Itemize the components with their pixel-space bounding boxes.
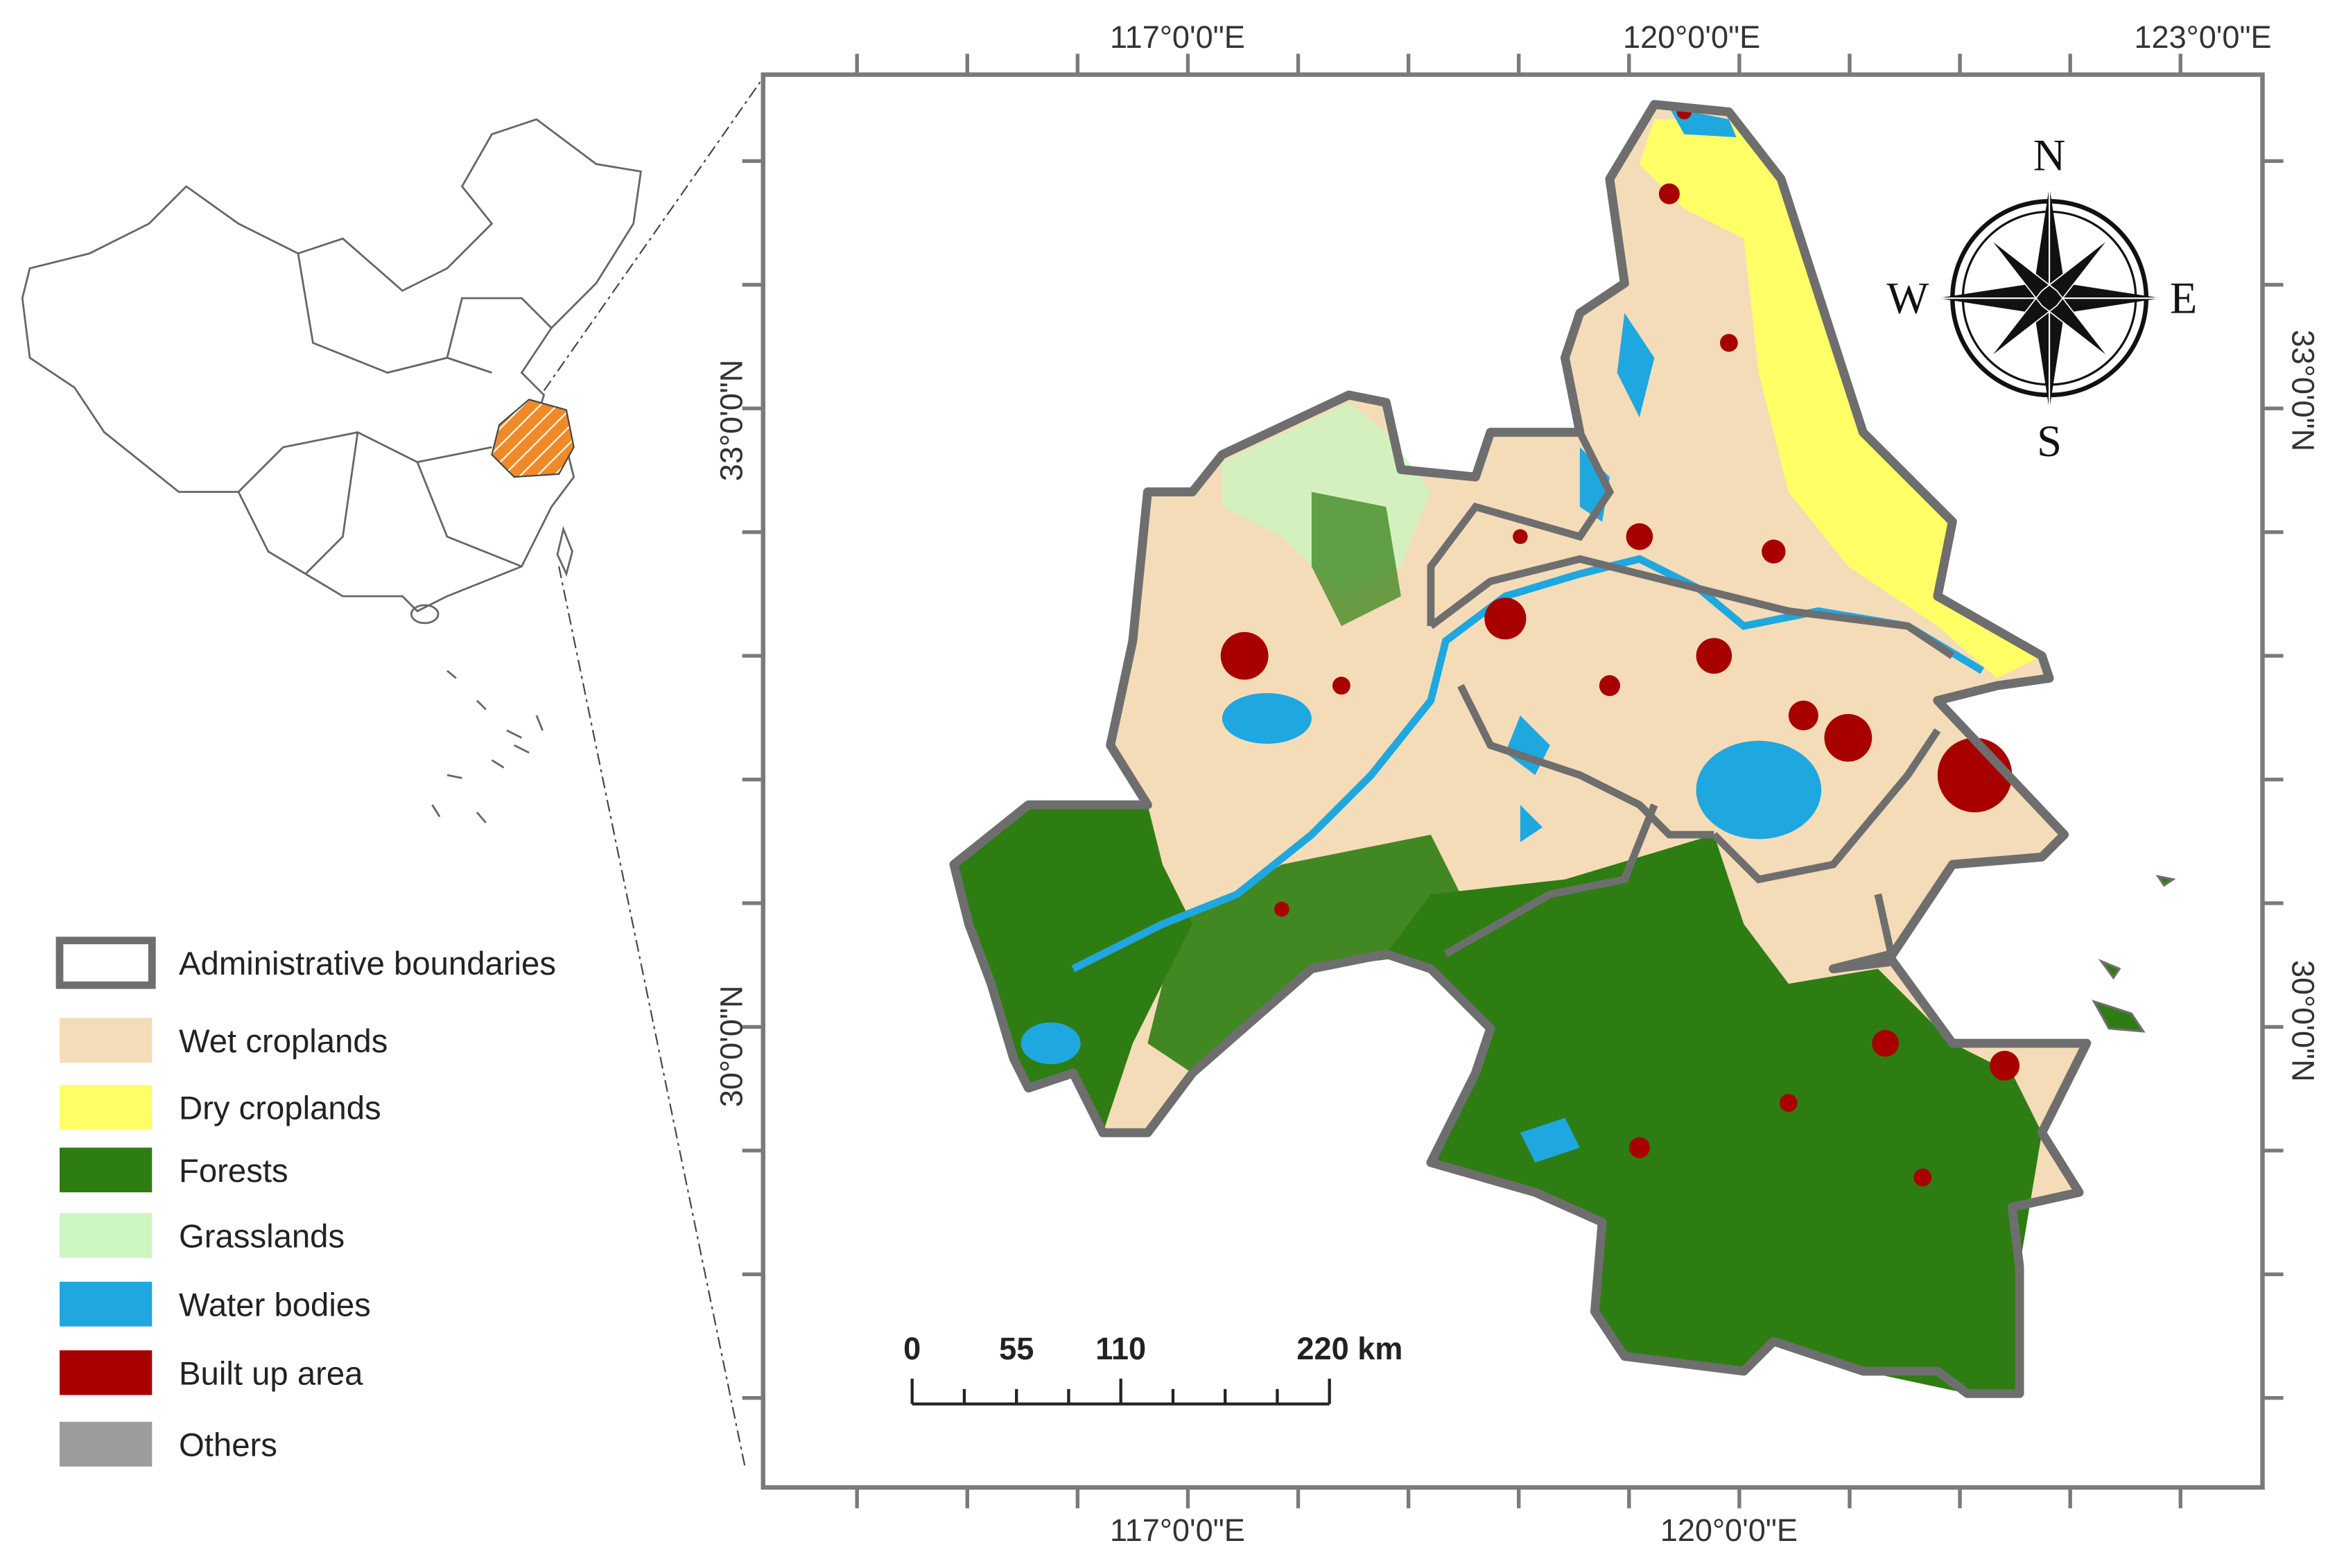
compass-w: W [1886, 274, 1929, 323]
built-up [1696, 638, 1732, 674]
built-up [1990, 1050, 2020, 1081]
zoom-lines [543, 81, 761, 1469]
lon-label: 123°0'0"E [2134, 19, 2271, 55]
built-up [1937, 738, 2013, 812]
forests [1147, 835, 1461, 1074]
lat-label: 33°0'0"N [714, 360, 749, 482]
frame-ticks [742, 53, 2284, 1508]
built-up [1626, 523, 1653, 550]
water [1222, 692, 1312, 744]
admin-outline [949, 100, 2092, 1398]
built-up [1719, 333, 1738, 352]
compass-rose: N W E S [1886, 130, 2197, 466]
legend: Administrative boundaries Wet croplands Dr… [55, 937, 556, 1467]
water [1020, 1022, 1081, 1065]
land-cover-map [949, 100, 2176, 1398]
scale-bar [910, 1378, 1331, 1406]
legend-label: Forests [179, 1153, 288, 1190]
legend-swatch [59, 1282, 153, 1327]
lon-label: 117°0'0"E [1110, 1513, 1245, 1548]
scale-label: 220 km [1296, 1331, 1402, 1366]
legend-label: Administrative boundaries [179, 946, 556, 982]
scale-label: 110 [1095, 1331, 1146, 1366]
legend-swatch [59, 1422, 153, 1467]
water [1696, 740, 1822, 839]
legend-swatch [59, 1018, 153, 1063]
built-up [1332, 677, 1350, 695]
legend-label: Wet croplands [179, 1023, 388, 1060]
built-up [1220, 631, 1269, 680]
built-up [1762, 539, 1786, 564]
admin-internal [1427, 430, 1955, 963]
scale-label: 0 [903, 1331, 921, 1366]
built-up [1628, 1137, 1650, 1158]
study-area-highlight [491, 399, 575, 478]
lon-label: 117°0'0"E [1110, 19, 1245, 55]
dry-croplands [1639, 119, 2042, 679]
legend-swatch [59, 1147, 153, 1193]
built-up [1274, 901, 1289, 917]
built-up [1872, 1029, 1899, 1057]
lon-label: 120°0'0"E [1623, 19, 1760, 55]
built-up [1779, 1094, 1798, 1112]
compass-s: S [2037, 417, 2062, 466]
legend-label: Water bodies [179, 1287, 371, 1324]
built-up [1599, 675, 1620, 697]
legend-swatch [59, 1213, 153, 1258]
lon-label: 120°0'0"E [1660, 1513, 1798, 1548]
water [1505, 313, 1655, 1163]
built-up [1658, 183, 1680, 204]
legend-label: Others [179, 1427, 277, 1464]
legend-swatch [55, 937, 156, 989]
river [1071, 555, 1985, 973]
built-up [1913, 1168, 1932, 1187]
built-up [1484, 598, 1527, 640]
islands [2092, 874, 2176, 1033]
lat-label: 30°0'0"N [714, 986, 749, 1108]
lat-label: 33°0'0"N [2286, 330, 2321, 452]
legend-swatch [59, 1350, 153, 1395]
compass-n: N [2033, 130, 2066, 180]
legend-label: Grasslands [179, 1219, 345, 1255]
scale-label: 55 [999, 1331, 1034, 1366]
lat-label: 30°0'0"N [2286, 960, 2321, 1082]
forests [1386, 835, 2042, 1394]
legend-label: Dry croplands [179, 1090, 381, 1127]
legend-swatch [59, 1085, 153, 1130]
forests [1311, 491, 1401, 627]
built-up [1513, 529, 1528, 544]
china-inset [21, 118, 643, 824]
compass-e: E [2170, 274, 2197, 323]
built-up [1788, 700, 1818, 731]
built-up [1824, 713, 1873, 762]
legend-label: Built up area [179, 1355, 363, 1392]
